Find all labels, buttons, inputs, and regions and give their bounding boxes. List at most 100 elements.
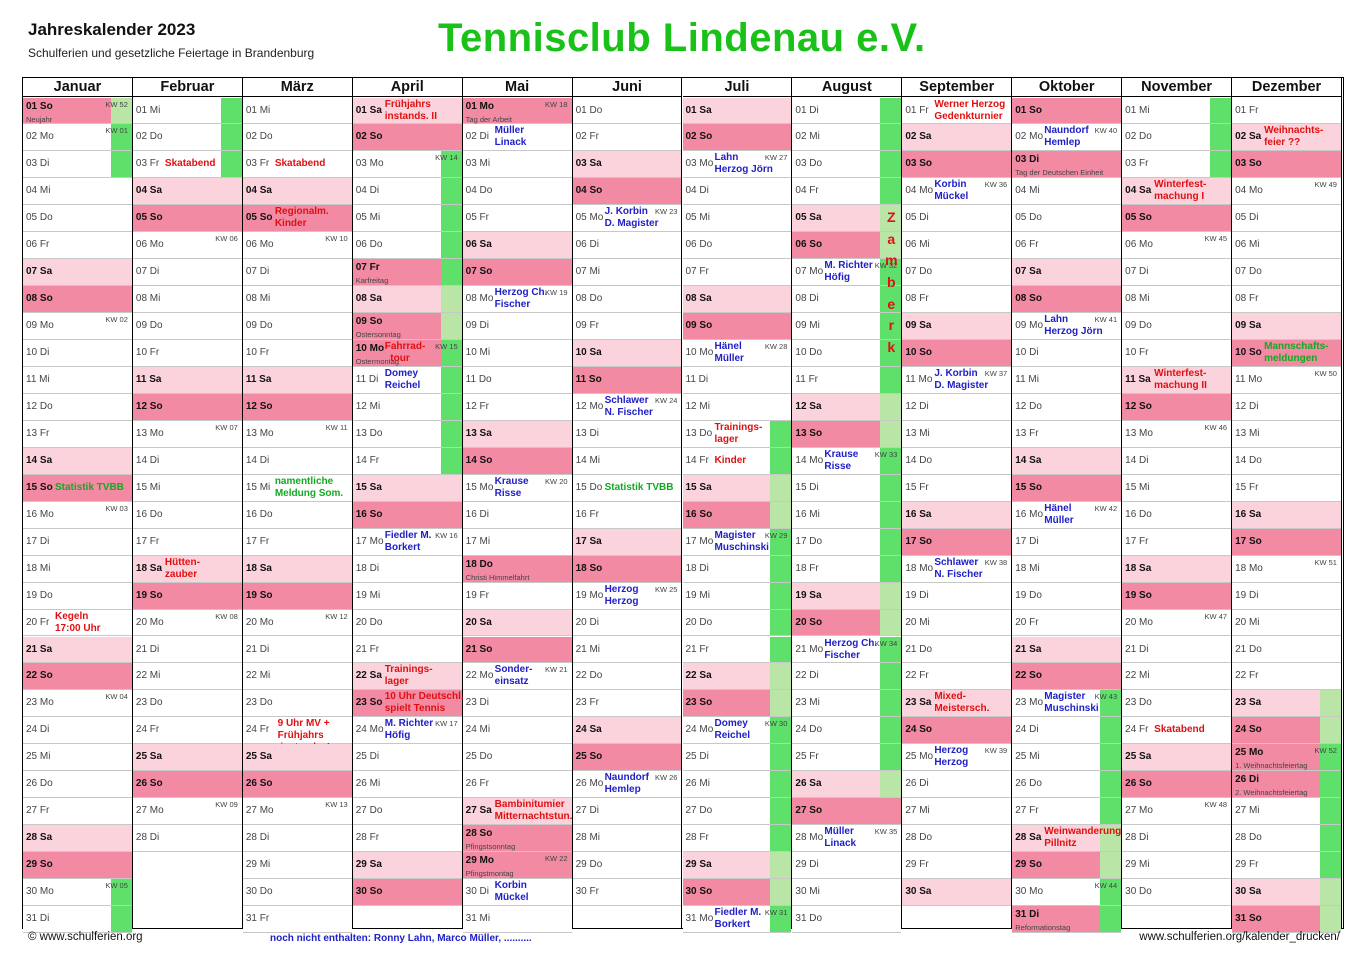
day-cell[interactable]: 11 Mo KW 37 J. Korbin D. Magister	[902, 367, 1012, 394]
day-cell[interactable]: 27 Mi	[902, 798, 1012, 826]
day-cell[interactable]: 25 Sa	[132, 744, 242, 772]
day-cell[interactable]: 06 Fr	[23, 232, 132, 260]
day-cell[interactable]: 03 So	[1232, 151, 1341, 179]
day-cell[interactable]: 28 Fr	[682, 825, 792, 853]
day-cell[interactable]: 15 Mi namentliche Meldung Som.	[242, 474, 352, 502]
day-cell[interactable]: 09 Do	[1122, 313, 1232, 341]
day-cell[interactable]: 27 Fr	[1012, 798, 1122, 826]
day-cell[interactable]: 24 Fr Skatabend	[1122, 717, 1232, 745]
day-cell[interactable]: 06 Mo KW 10	[242, 232, 352, 260]
day-cell[interactable]: 09 Di	[462, 313, 572, 341]
day-cell[interactable]: 14 Di	[132, 447, 242, 475]
day-cell[interactable]: 04 Mi	[1012, 178, 1122, 206]
day-cell[interactable]: 20 Mo KW 08	[132, 609, 242, 637]
day-cell[interactable]: 26 Mi	[352, 771, 462, 799]
day-cell[interactable]: 09 Mo KW 02	[23, 313, 132, 341]
day-cell[interactable]: 26 So	[242, 771, 352, 799]
day-cell[interactable]: 13 Do Trainings- lager	[682, 420, 792, 448]
day-cell[interactable]: 21 Do	[902, 636, 1012, 664]
day-cell[interactable]: 13 Sa	[462, 420, 572, 448]
day-cell[interactable]: 27 Mo KW 48	[1122, 798, 1232, 826]
day-cell[interactable]: 17 Di	[23, 528, 132, 556]
day-cell[interactable]: 10 Sa	[572, 340, 682, 367]
day-cell[interactable]: 08 Mi	[242, 286, 352, 314]
day-cell[interactable]: 28 Di	[242, 825, 352, 853]
day-cell[interactable]: 14 Di	[242, 447, 352, 475]
day-cell[interactable]: 17 Mi	[462, 528, 572, 556]
day-cell[interactable]: 27 Mo KW 09	[132, 798, 242, 826]
day-cell[interactable]: 25 Mi	[23, 744, 132, 772]
day-cell[interactable]: 28 So Pfingstsonntag	[462, 825, 572, 853]
day-cell[interactable]: 21 So	[462, 636, 572, 664]
day-cell[interactable]: 18 Sa Hütten- zauber	[132, 555, 242, 583]
day-cell[interactable]: 23 Mo KW 43 Magister Muschinski	[1012, 690, 1122, 718]
day-cell[interactable]: 06 Di	[572, 232, 682, 260]
day-cell[interactable]: 11 Mo KW 50	[1232, 367, 1341, 394]
day-cell[interactable]: 25 Mo KW 39 Herzog Herzog	[902, 744, 1012, 772]
day-cell[interactable]: 11 Sa	[132, 367, 242, 394]
day-cell[interactable]: 11 Mi	[23, 367, 132, 394]
day-cell[interactable]: 13 Mo KW 07	[132, 420, 242, 448]
day-cell[interactable]: 18 Fr	[792, 555, 902, 583]
day-cell[interactable]: 11 Sa Winterfest- machung II	[1122, 367, 1232, 394]
day-cell[interactable]: 30 So	[352, 879, 462, 906]
day-cell[interactable]: 27 Do	[682, 798, 792, 826]
day-cell[interactable]: 22 Do	[572, 663, 682, 691]
day-cell[interactable]: 12 Di	[902, 393, 1012, 421]
day-cell[interactable]: 30 So	[682, 879, 792, 906]
day-cell[interactable]: 31 Mo KW 31 Fiedler M. Borkert	[682, 906, 792, 933]
day-cell[interactable]: 20 Mi	[1232, 609, 1341, 637]
day-cell[interactable]: 13 Do	[352, 420, 462, 448]
day-cell[interactable]: 07 Di	[132, 259, 242, 287]
day-cell[interactable]: 23 Mi	[792, 690, 902, 718]
day-cell[interactable]: 09 So Ostersonntag	[352, 313, 462, 341]
day-cell[interactable]: 10 Fr	[132, 340, 242, 367]
day-cell[interactable]: 03 Di	[23, 151, 132, 179]
day-cell[interactable]: 29 So	[23, 852, 132, 880]
day-cell[interactable]: 20 Sa	[462, 609, 572, 637]
day-cell[interactable]: 26 Sa	[792, 771, 902, 799]
day-cell[interactable]: 26 Do	[1012, 771, 1122, 799]
day-cell[interactable]: 12 So	[242, 393, 352, 421]
day-cell[interactable]: 22 Di	[792, 663, 902, 691]
day-cell[interactable]: 29 So	[1012, 852, 1122, 880]
day-cell[interactable]: 12 Sa	[792, 393, 902, 421]
day-cell[interactable]: 30 Di Korbin Mückel	[462, 879, 572, 906]
day-cell[interactable]: 07 Di	[242, 259, 352, 287]
day-cell[interactable]: 18 Sa	[1122, 555, 1232, 583]
day-cell[interactable]: 02 Do	[1122, 124, 1232, 152]
day-cell[interactable]: 24 Di	[23, 717, 132, 745]
day-cell[interactable]: 19 Do	[1012, 582, 1122, 610]
day-cell[interactable]: 22 So	[23, 663, 132, 691]
day-cell[interactable]: 28 Sa	[23, 825, 132, 853]
day-cell[interactable]: 20 Do	[352, 609, 462, 637]
day-cell[interactable]: 04 Do	[462, 178, 572, 206]
day-cell[interactable]: 10 Mi	[462, 340, 572, 367]
day-cell[interactable]: 21 Fr	[352, 636, 462, 664]
day-cell[interactable]: 03 Do	[792, 151, 902, 179]
footer-copyright[interactable]: © www.schulferien.org	[28, 931, 143, 943]
day-cell[interactable]: 24 So	[1232, 717, 1341, 745]
day-cell[interactable]: 13 Fr	[1012, 420, 1122, 448]
day-cell[interactable]: 03 So	[902, 151, 1012, 179]
day-cell[interactable]: 26 Di	[902, 771, 1012, 799]
day-cell[interactable]: 17 Fr	[1122, 528, 1232, 556]
day-cell[interactable]: 01 Mo Tag der Arbeit KW 18	[462, 97, 572, 125]
day-cell[interactable]: 13 Mi	[902, 420, 1012, 448]
day-cell[interactable]: 19 Mi	[682, 582, 792, 610]
day-cell[interactable]: 24 Fr	[132, 717, 242, 745]
day-cell[interactable]: 14 Sa	[1012, 447, 1122, 475]
day-cell[interactable]: 16 So	[352, 501, 462, 529]
day-cell[interactable]: 12 Mi	[682, 393, 792, 421]
day-cell[interactable]: 24 Mo KW 17 M. Richter Höfig	[352, 717, 462, 745]
day-cell[interactable]: 06 Mi	[1232, 232, 1341, 260]
day-cell[interactable]: 07 Sa	[23, 259, 132, 287]
day-cell[interactable]: 05 Di	[902, 205, 1012, 233]
day-cell[interactable]: 01 Mi	[132, 97, 242, 125]
day-cell[interactable]: 07 Sa	[1012, 259, 1122, 287]
day-cell[interactable]: 02 Do	[242, 124, 352, 152]
day-cell[interactable]: 25 Do	[462, 744, 572, 772]
day-cell[interactable]: 28 Do	[1232, 825, 1341, 853]
day-cell[interactable]: 17 Mo KW 16 Fiedler M. Borkert	[352, 528, 462, 556]
day-cell[interactable]: 27 Sa Bambinitumier Mitternachtstun.	[462, 798, 572, 826]
